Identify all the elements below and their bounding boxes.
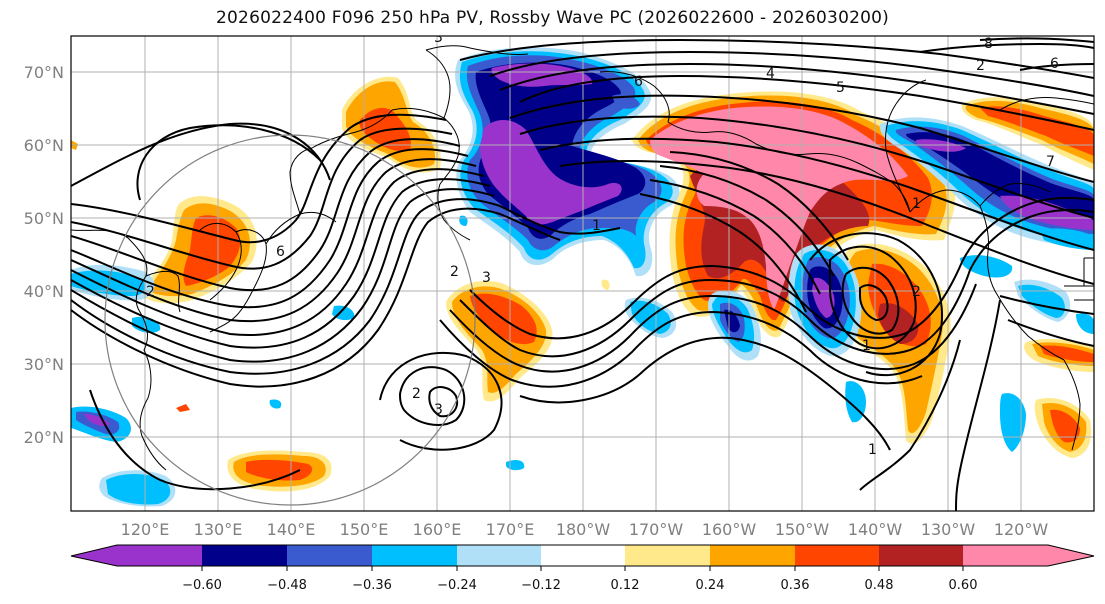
anomaly-positive-canada — [961, 97, 1094, 170]
svg-text:8: 8 — [984, 36, 993, 52]
anomaly-positive-subtropical-wpac — [227, 450, 332, 492]
svg-text:7: 7 — [1046, 154, 1055, 170]
anomaly-negative-canada — [879, 117, 1094, 248]
colorbar-swatch — [963, 545, 1048, 566]
svg-text:1: 1 — [912, 196, 921, 212]
colorbar-extend-max — [1048, 545, 1094, 566]
colorbar-swatch — [879, 545, 963, 566]
colorbar: −0.60 −0.48 −0.36 −0.24 −0.12 0.12 0.24 … — [70, 544, 1095, 593]
colorbar-extend-min — [71, 545, 117, 566]
svg-text:40°N: 40°N — [24, 282, 64, 301]
svg-text:170°W: 170°W — [629, 520, 684, 539]
svg-text:120°W: 120°W — [994, 520, 1049, 539]
svg-text:50°N: 50°N — [24, 209, 64, 228]
colorbar-swatch — [541, 545, 625, 566]
svg-text:140°E: 140°E — [267, 520, 316, 539]
colorbar-swatch — [117, 545, 202, 566]
colorbar-swatch — [372, 545, 457, 566]
colorbar-tick-label: 0.12 — [611, 578, 640, 593]
colorbar-swatch — [457, 545, 541, 566]
svg-text:2: 2 — [976, 58, 985, 74]
svg-text:120°E: 120°E — [121, 520, 170, 539]
graticule — [71, 36, 1094, 511]
coastlines — [71, 45, 1094, 471]
colorbar-swatch — [287, 545, 372, 566]
colorbar-tick-label: −0.24 — [437, 578, 477, 593]
svg-text:2: 2 — [412, 386, 421, 402]
anomaly-positive-us-southwest — [1024, 339, 1094, 458]
svg-text:6: 6 — [1050, 56, 1059, 72]
svg-text:170°E: 170°E — [486, 520, 535, 539]
svg-text:2: 2 — [450, 264, 459, 280]
colorbar-swatch — [795, 545, 879, 566]
colorbar-tick-label: −0.60 — [182, 578, 222, 593]
svg-text:6: 6 — [634, 74, 643, 90]
svg-text:30°N: 30°N — [24, 355, 64, 374]
colorbar-ticks — [201, 566, 964, 571]
svg-text:2: 2 — [146, 284, 155, 300]
svg-text:60°N: 60°N — [24, 136, 64, 155]
colorbar-swatch — [710, 545, 795, 566]
pv-contours — [71, 37, 1094, 511]
colorbar-swatch — [202, 545, 287, 566]
svg-text:1: 1 — [862, 338, 871, 354]
colorbar-tick-label: 0.48 — [865, 578, 894, 593]
svg-text:150°E: 150°E — [340, 520, 389, 539]
svg-text:1: 1 — [868, 442, 877, 458]
svg-text:160°E: 160°E — [413, 520, 462, 539]
colorbar-tick-label: −0.36 — [352, 578, 392, 593]
colorbar-tick-label: 0.36 — [781, 578, 810, 593]
contour-labels: 3 4 5 6 8 2 3 1 2 6 6 2 3 1 1 2 1 2 7 — [146, 30, 1059, 458]
svg-text:3: 3 — [482, 270, 491, 286]
svg-text:150°W: 150°W — [775, 520, 830, 539]
colorbar-outline — [70, 544, 1095, 567]
svg-text:70°N: 70°N — [24, 63, 64, 82]
svg-text:5: 5 — [836, 80, 845, 96]
anomaly-positive-korea — [140, 196, 257, 304]
svg-text:20°N: 20°N — [24, 428, 64, 447]
colorbar-tick-label: −0.12 — [521, 578, 561, 593]
svg-text:130°E: 130°E — [194, 520, 243, 539]
svg-text:4: 4 — [766, 66, 775, 82]
svg-text:6: 6 — [276, 244, 285, 260]
svg-text:140°W: 140°W — [848, 520, 903, 539]
reference-circle — [104, 134, 476, 506]
longitude-labels: 120°E 130°E 140°E 150°E 160°E 170°E 180°… — [121, 520, 1049, 539]
latitude-labels: 70°N 60°N 50°N 40°N 30°N 20°N — [24, 63, 64, 447]
colorbar-tick-label: 0.24 — [696, 578, 725, 593]
colorbar-tick-label: 0.60 — [949, 578, 978, 593]
svg-text:130°W: 130°W — [921, 520, 976, 539]
svg-text:3: 3 — [434, 402, 443, 418]
svg-text:160°W: 160°W — [702, 520, 757, 539]
svg-text:2: 2 — [912, 284, 921, 300]
svg-text:3: 3 — [434, 30, 443, 46]
svg-text:1: 1 — [592, 218, 601, 234]
svg-text:180°W: 180°W — [556, 520, 611, 539]
plot-frame — [70, 35, 1095, 512]
colorbar-tick-label: −0.48 — [267, 578, 307, 593]
colorbar-swatch — [625, 545, 710, 566]
map-title: 2026022400 F096 250 hPa PV, Rossby Wave … — [216, 8, 889, 28]
